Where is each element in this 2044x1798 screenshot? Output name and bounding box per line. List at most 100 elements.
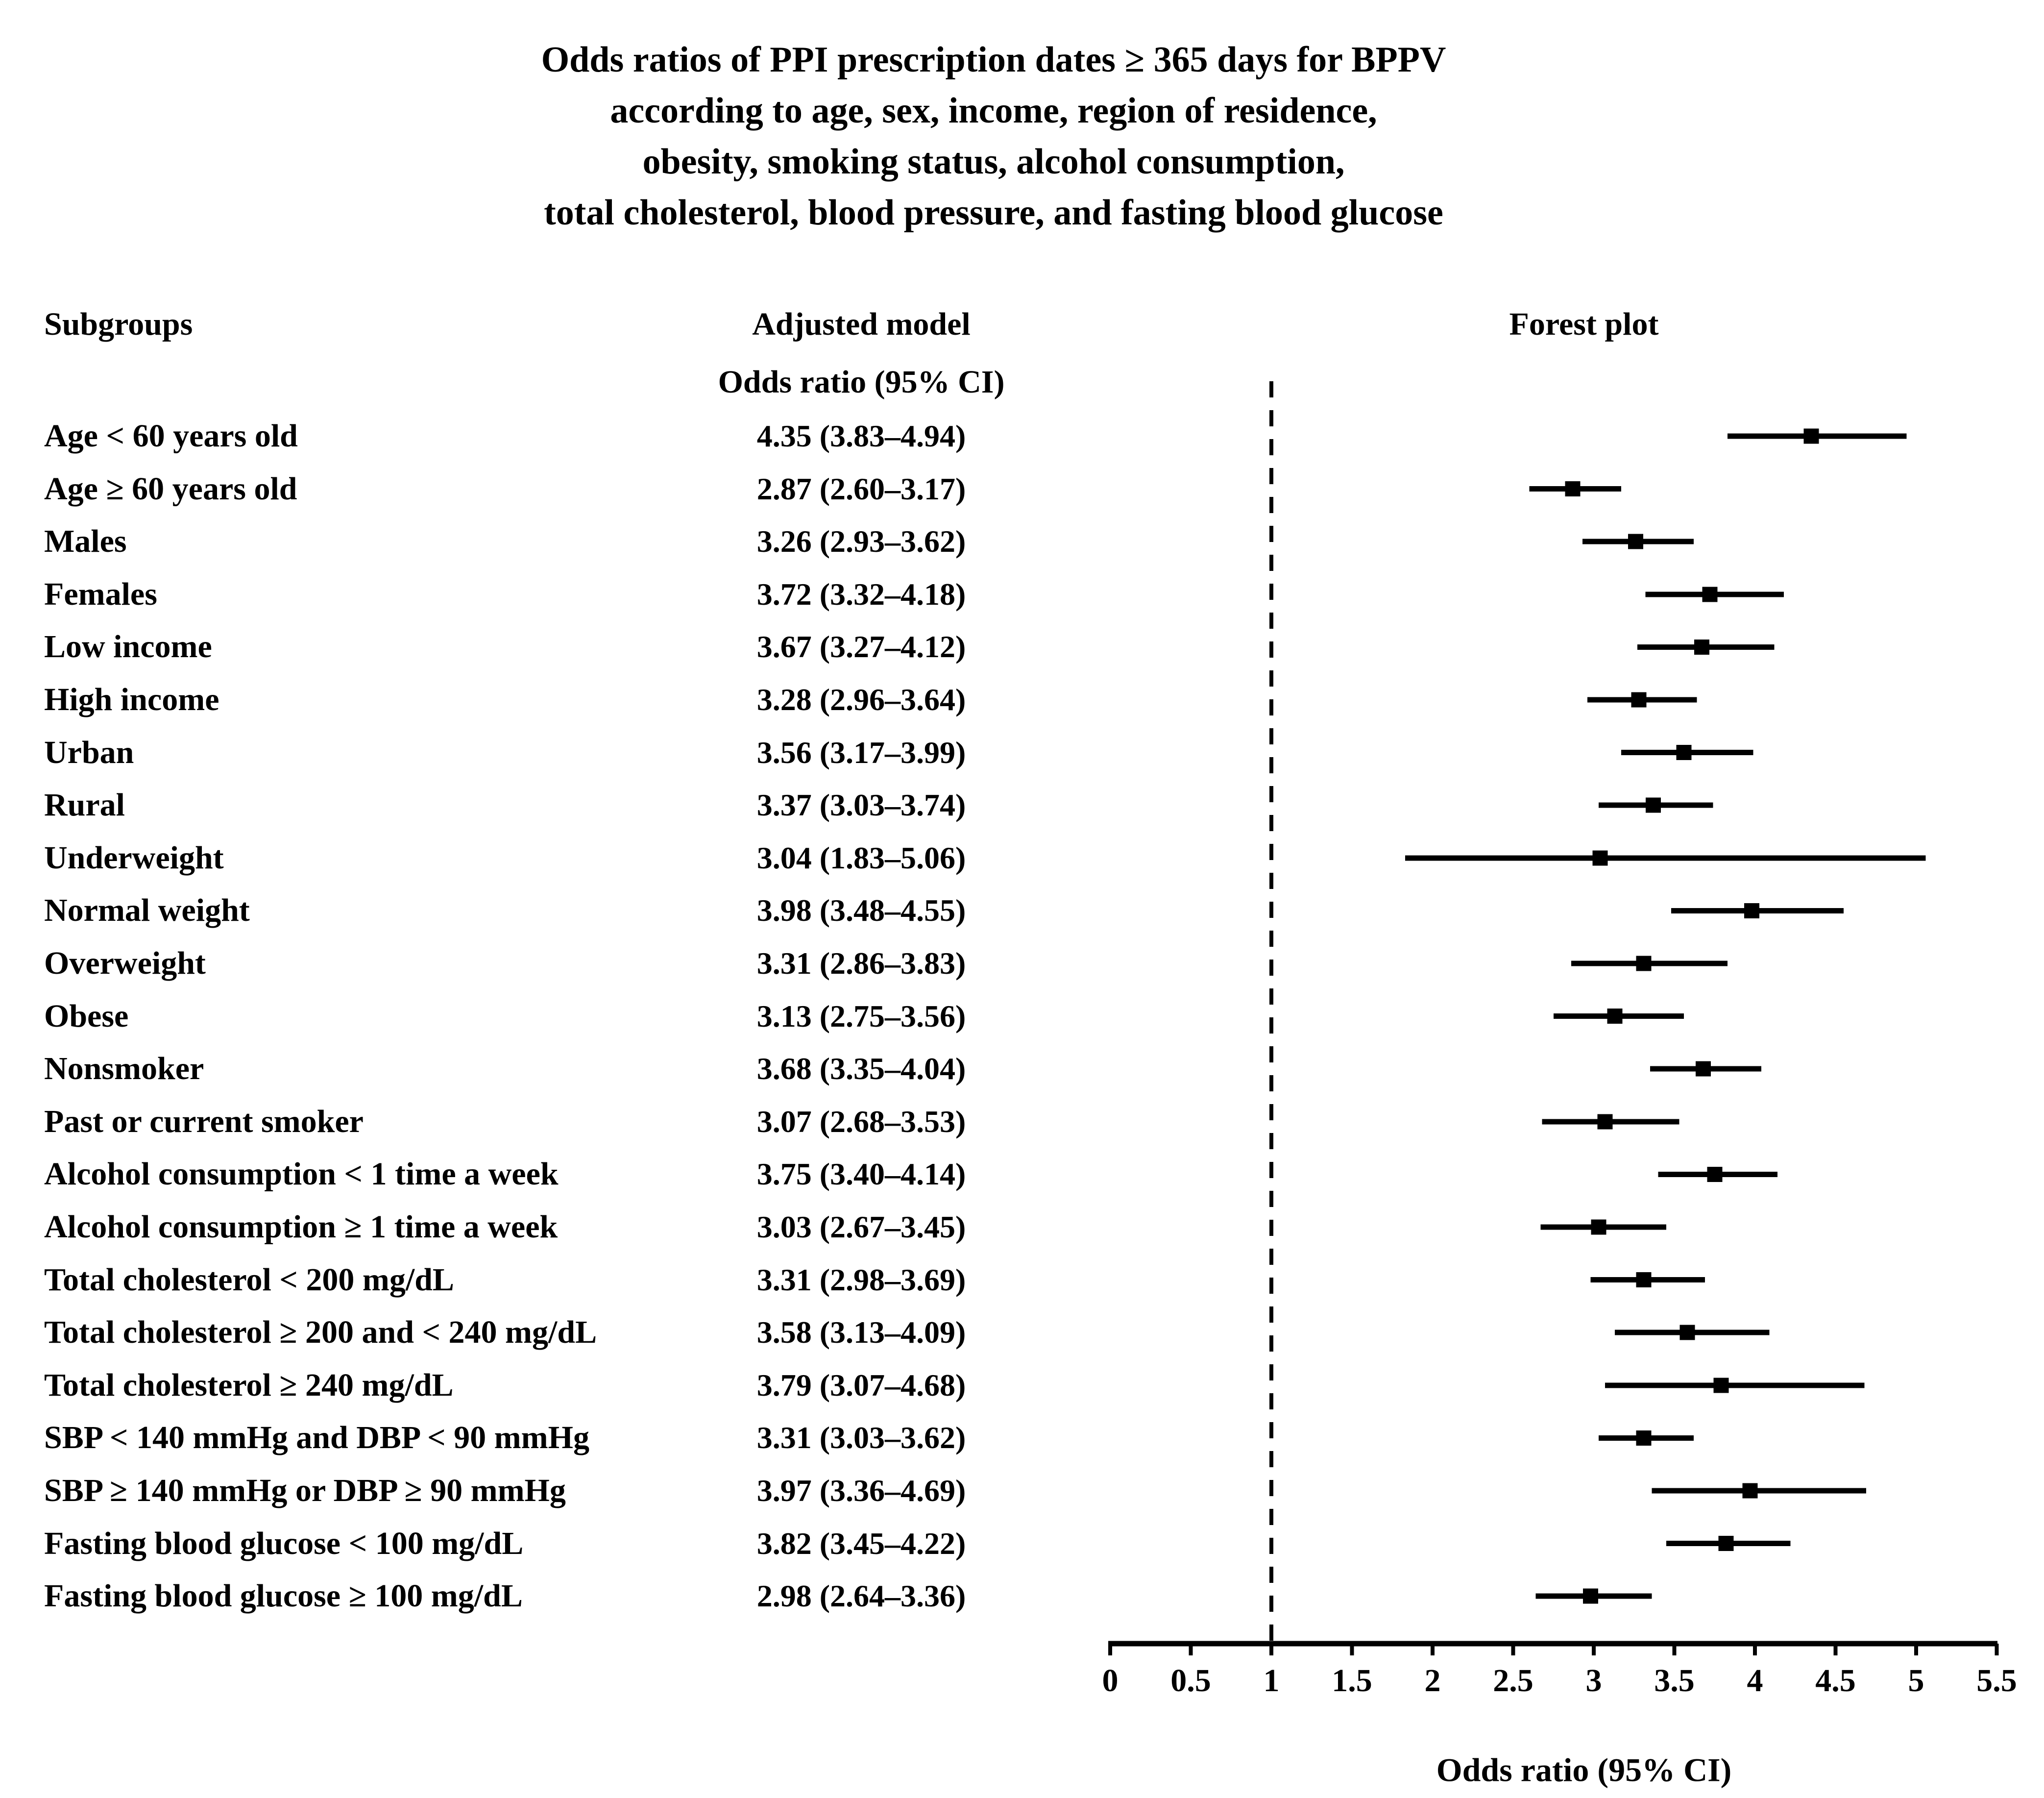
point-estimate-marker <box>1696 1061 1711 1077</box>
point-estimate-marker <box>1565 481 1581 497</box>
subgroup-label: Urban <box>44 734 134 770</box>
column-header-adjusted-model: Adjusted model <box>752 306 971 342</box>
x-axis-tick-label: 1 <box>1263 1663 1280 1699</box>
point-estimate-marker <box>1803 428 1819 444</box>
point-estimate-marker <box>1636 1272 1652 1288</box>
subgroup-label: Fasting blood glucose ≥ 100 mg/dL <box>44 1578 523 1614</box>
x-axis-tick <box>1269 1644 1273 1655</box>
odds-ratio-value: 4.35 (3.83–4.94) <box>756 419 966 453</box>
subgroup-label: Males <box>44 523 127 560</box>
point-estimate-marker <box>1646 797 1661 813</box>
x-axis-tick-label: 4.5 <box>1815 1663 1856 1699</box>
point-estimate-marker <box>1597 1114 1613 1130</box>
odds-ratio-value: 3.28 (2.96–3.64) <box>756 682 966 717</box>
column-header-forest-plot: Forest plot <box>1509 306 1659 342</box>
odds-ratio-value: 3.56 (3.17–3.99) <box>756 735 966 770</box>
x-axis-tick <box>1350 1644 1354 1655</box>
column-header-subgroups: Subgroups <box>44 306 193 342</box>
x-axis-ticks <box>1108 1644 1999 1655</box>
odds-ratio-value: 3.31 (2.98–3.69) <box>756 1262 966 1297</box>
x-axis-tick-label: 0.5 <box>1170 1663 1211 1699</box>
figure-title-line-2: according to age, sex, income, region of… <box>610 91 1377 131</box>
subgroup-label: Total cholesterol ≥ 240 mg/dL <box>44 1367 454 1403</box>
point-estimate-marker <box>1679 1325 1695 1340</box>
x-axis-tick-label: 2 <box>1424 1663 1441 1699</box>
subgroup-label: Total cholesterol ≥ 200 and < 240 mg/dL <box>44 1314 597 1351</box>
point-estimate-marker <box>1718 1536 1734 1552</box>
subgroup-label: Total cholesterol < 200 mg/dL <box>44 1261 454 1298</box>
x-axis-tick <box>1108 1644 1112 1655</box>
point-estimate-marker <box>1702 587 1718 602</box>
odds-ratio-value: 3.07 (2.68–3.53) <box>756 1104 966 1139</box>
odds-ratio-value: 3.97 (3.36–4.69) <box>756 1473 966 1508</box>
point-estimate-marker <box>1582 1588 1598 1604</box>
x-axis-tick-label: 3 <box>1585 1663 1602 1699</box>
x-axis-tick <box>1431 1644 1435 1655</box>
subgroup-label: Past or current smoker <box>44 1103 364 1139</box>
x-axis-tick <box>1753 1644 1757 1655</box>
subgroup-label: Obese <box>44 998 129 1034</box>
figure-title: Odds ratios of PPI prescription dates ≥ … <box>0 34 1987 238</box>
x-axis-tick-label: 5 <box>1908 1663 1924 1699</box>
point-estimate-marker <box>1592 850 1608 866</box>
subgroup-label: Age < 60 years old <box>44 418 298 454</box>
odds-ratio-value: 2.87 (2.60–3.17) <box>756 471 966 506</box>
figure-title-line-1: Odds ratios of PPI prescription dates ≥ … <box>541 40 1446 80</box>
point-estimate-marker <box>1631 692 1647 708</box>
x-axis-tick <box>1189 1644 1193 1655</box>
odds-ratio-value: 3.26 (2.93–3.62) <box>756 524 966 559</box>
ci-bars <box>1405 428 1926 1604</box>
x-axis-tick-label: 5.5 <box>1976 1663 2017 1699</box>
x-axis-tick-label: 0 <box>1102 1663 1119 1699</box>
odds-ratio-value: 3.98 (3.48–4.55) <box>756 893 966 928</box>
figure-title-line-4: total cholesterol, blood pressure, and f… <box>544 193 1443 233</box>
ci-line <box>1605 1382 1865 1388</box>
subgroup-label: Rural <box>44 787 125 823</box>
subgroup-label: SBP ≥ 140 mmHg or DBP ≥ 90 mmHg <box>44 1473 566 1508</box>
subgroup-label: Normal weight <box>44 892 250 929</box>
subgroup-label: Underweight <box>44 839 224 876</box>
x-axis-tick-label: 2.5 <box>1493 1663 1533 1699</box>
point-estimate-marker <box>1636 956 1652 971</box>
odds-ratio-value: 3.79 (3.07–4.68) <box>756 1367 966 1403</box>
x-axis-tick <box>1672 1644 1677 1655</box>
x-axis-title: Odds ratio (95% CI) <box>1436 1751 1732 1789</box>
point-estimate-marker <box>1744 903 1759 918</box>
subgroup-label: Females <box>44 576 157 612</box>
odds-ratio-value: 3.37 (3.03–3.74) <box>756 788 966 823</box>
subgroup-label: SBP < 140 mmHg and DBP < 90 mmHg <box>44 1420 589 1456</box>
odds-ratio-value: 3.31 (3.03–3.62) <box>756 1420 966 1455</box>
odds-ratio-value: 3.75 (3.40–4.14) <box>756 1157 966 1192</box>
odds-ratio-value: 3.67 (3.27–4.12) <box>756 629 966 665</box>
point-estimate-marker <box>1694 639 1709 655</box>
odds-ratio-value: 3.72 (3.32–4.18) <box>756 576 966 612</box>
odds-ratio-value: 3.82 (3.45–4.22) <box>756 1526 966 1561</box>
ci-line <box>1652 1488 1867 1494</box>
x-axis-tick <box>1833 1644 1838 1655</box>
odds-ratio-value: 2.98 (2.64–3.36) <box>756 1578 966 1614</box>
odds-ratio-value: 3.13 (2.75–3.56) <box>756 998 966 1034</box>
odds-ratio-value: 3.68 (3.35–4.04) <box>756 1051 966 1086</box>
figure-title-line-3: obesity, smoking status, alcohol consump… <box>642 142 1345 182</box>
odds-ratio-value: 3.04 (1.83–5.06) <box>756 840 966 875</box>
point-estimate-marker <box>1713 1378 1729 1393</box>
x-axis-tick-label: 3.5 <box>1654 1663 1695 1699</box>
point-estimate-marker <box>1607 1009 1623 1024</box>
subgroup-label: Nonsmoker <box>44 1051 204 1087</box>
x-axis-tick <box>1511 1644 1515 1655</box>
point-estimate-marker <box>1742 1483 1758 1499</box>
x-axis-tick <box>1995 1644 1999 1655</box>
odds-ratio-value: 3.03 (2.67–3.45) <box>756 1209 966 1244</box>
subgroup-label: Low income <box>44 629 212 665</box>
subgroup-label: Alcohol consumption ≥ 1 time a week <box>44 1209 558 1245</box>
x-axis-tick-label: 4 <box>1747 1663 1763 1699</box>
point-estimate-marker <box>1636 1430 1652 1446</box>
x-axis-tick <box>1592 1644 1596 1655</box>
subgroup-label: High income <box>44 682 219 717</box>
odds-ratio-value: 3.31 (2.86–3.83) <box>756 946 966 981</box>
point-estimate-marker <box>1676 745 1692 761</box>
subgroup-label: Overweight <box>44 945 206 981</box>
point-estimate-marker <box>1628 534 1644 549</box>
point-estimate-marker <box>1707 1166 1723 1182</box>
